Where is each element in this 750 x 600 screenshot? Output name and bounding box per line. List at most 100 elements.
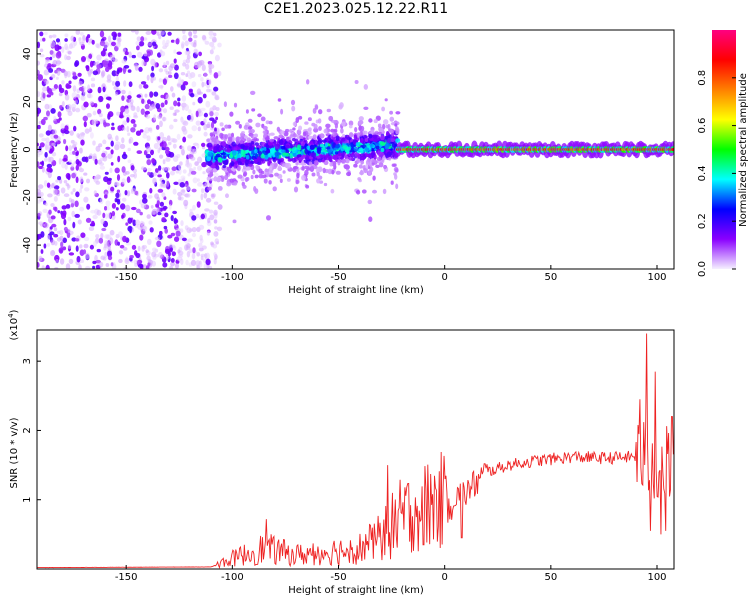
spectrogram-cell: [248, 163, 253, 167]
spectrogram-cell: [107, 153, 113, 159]
spectrogram-cell: [173, 218, 179, 224]
spectrogram-cell: [209, 171, 214, 176]
spectrogram-cell: [176, 51, 182, 55]
spectrogram-cell: [79, 166, 82, 170]
spectrogram-cell: [37, 234, 40, 241]
spectrogram-cell: [95, 43, 100, 48]
spectrogram-cell: [117, 37, 122, 43]
spectrogram-cell: [292, 121, 297, 127]
spectrogram-cell: [85, 265, 91, 269]
spectrogram-cell: [172, 188, 177, 195]
spectrogram-cell: [295, 161, 299, 166]
spectrogram-cell: [53, 134, 59, 139]
spectrogram-cell: [78, 86, 84, 92]
spectrogram-cell: [263, 132, 268, 138]
spectrogram-cell: [37, 107, 42, 114]
spectrogram-cell: [369, 166, 374, 173]
spectrogram-cell: [213, 32, 217, 37]
spectrogram-cell: [207, 186, 212, 191]
spectrogram-x-label: Height of straight line (km): [288, 285, 424, 296]
spectrogram-cell: [105, 146, 111, 150]
spectrogram-cell: [147, 171, 151, 176]
spectrogram-cell: [45, 130, 51, 136]
spectrogram-cell: [185, 73, 189, 78]
spectrogram-cell: [222, 141, 226, 147]
spectrogram-cell: [314, 139, 318, 146]
spectrogram-cell: [53, 84, 59, 90]
spectrogram-cell: [253, 133, 258, 138]
colorbar-tick-label: 0.6: [697, 118, 708, 134]
spectrogram-cell: [40, 197, 44, 202]
spectrogram-cell: [160, 181, 164, 187]
spectrogram-cell: [160, 51, 166, 57]
spectrogram-cell: [109, 229, 115, 236]
spectrogram-cell: [162, 159, 166, 165]
spectrogram-cell: [166, 172, 170, 179]
spectrogram-cell: [170, 262, 176, 267]
spectrogram-cell: [339, 102, 344, 109]
spectrogram-cell: [177, 195, 182, 201]
spectrogram-cell: [133, 172, 137, 179]
spectrogram-cell: [65, 145, 69, 152]
spectrogram-cell: [240, 156, 245, 163]
spectrogram-cell: [63, 218, 67, 226]
spectrogram-cell: [192, 204, 196, 211]
spectrogram-cell: [113, 33, 117, 38]
spectrogram-cell: [142, 225, 148, 232]
spectrogram-cell: [389, 129, 394, 134]
spectrogram-cell: [197, 64, 201, 69]
spectrogram-cell: [72, 188, 76, 193]
y-tick-label: 2: [22, 427, 33, 433]
spectrogram-cell: [65, 83, 70, 89]
spectrogram-cell: [236, 136, 241, 142]
spectrogram-panel: -150 -100 -50 0 50 100 -40 -20 0 20 40 Height of …: [9, 29, 675, 296]
spectrogram-cell: [270, 147, 275, 154]
colorbar-tick-label: 0.0: [697, 261, 708, 277]
spectrogram-cell: [232, 150, 237, 156]
spectrogram-cell: [135, 40, 140, 46]
spectrogram-cell: [205, 252, 210, 260]
spectrogram-cell: [332, 131, 336, 138]
spectrogram-cell: [191, 232, 197, 238]
spectrogram-cell: [250, 141, 255, 145]
spectrogram-cell: [384, 98, 388, 102]
spectrogram-cell: [126, 176, 131, 184]
spectrogram-cell: [245, 166, 251, 171]
spectrogram-cell: [138, 66, 143, 72]
spectrogram-cell: [197, 126, 201, 132]
spectrogram-cell: [95, 259, 101, 264]
spectrogram-cell: [368, 216, 373, 222]
spectrogram-cell: [201, 82, 207, 87]
spectrogram-cell: [191, 125, 198, 132]
spectrogram-cell: [144, 127, 150, 134]
spectrogram-cell: [346, 171, 351, 177]
spectrogram-cell: [252, 169, 256, 175]
spectrogram-cell: [109, 237, 114, 245]
spectrogram-cell: [100, 50, 106, 57]
spectrogram-cell: [204, 208, 210, 212]
spectrogram-cell: [209, 132, 214, 137]
spectrogram-cell: [156, 200, 160, 206]
spectrogram-cell: [359, 153, 366, 157]
spectrogram-cell: [109, 167, 113, 174]
x-tick-label: -50: [330, 272, 346, 283]
spectrogram-cell: [375, 164, 380, 168]
spectrogram-cell: [153, 114, 157, 121]
spectrogram-cell: [274, 172, 279, 177]
spectrogram-cell: [52, 59, 58, 66]
spectrogram-cell: [341, 152, 345, 158]
spectrogram-cell: [195, 213, 200, 219]
spectrogram-cell: [113, 85, 119, 91]
spectrogram-cell: [200, 188, 205, 194]
spectrogram-cell: [246, 137, 252, 143]
spectrogram-cell: [103, 243, 108, 249]
spectrogram-cell: [125, 204, 131, 212]
spectrogram-cell: [44, 79, 49, 85]
spectrogram-cell: [70, 35, 75, 42]
spectrogram-cell: [47, 147, 51, 152]
spectrogram-cell: [254, 149, 258, 154]
spectrogram-cell: [192, 177, 198, 184]
spectrogram-cell: [157, 174, 162, 178]
spectrogram-cell: [206, 123, 211, 129]
spectrogram-cell: [107, 185, 111, 192]
